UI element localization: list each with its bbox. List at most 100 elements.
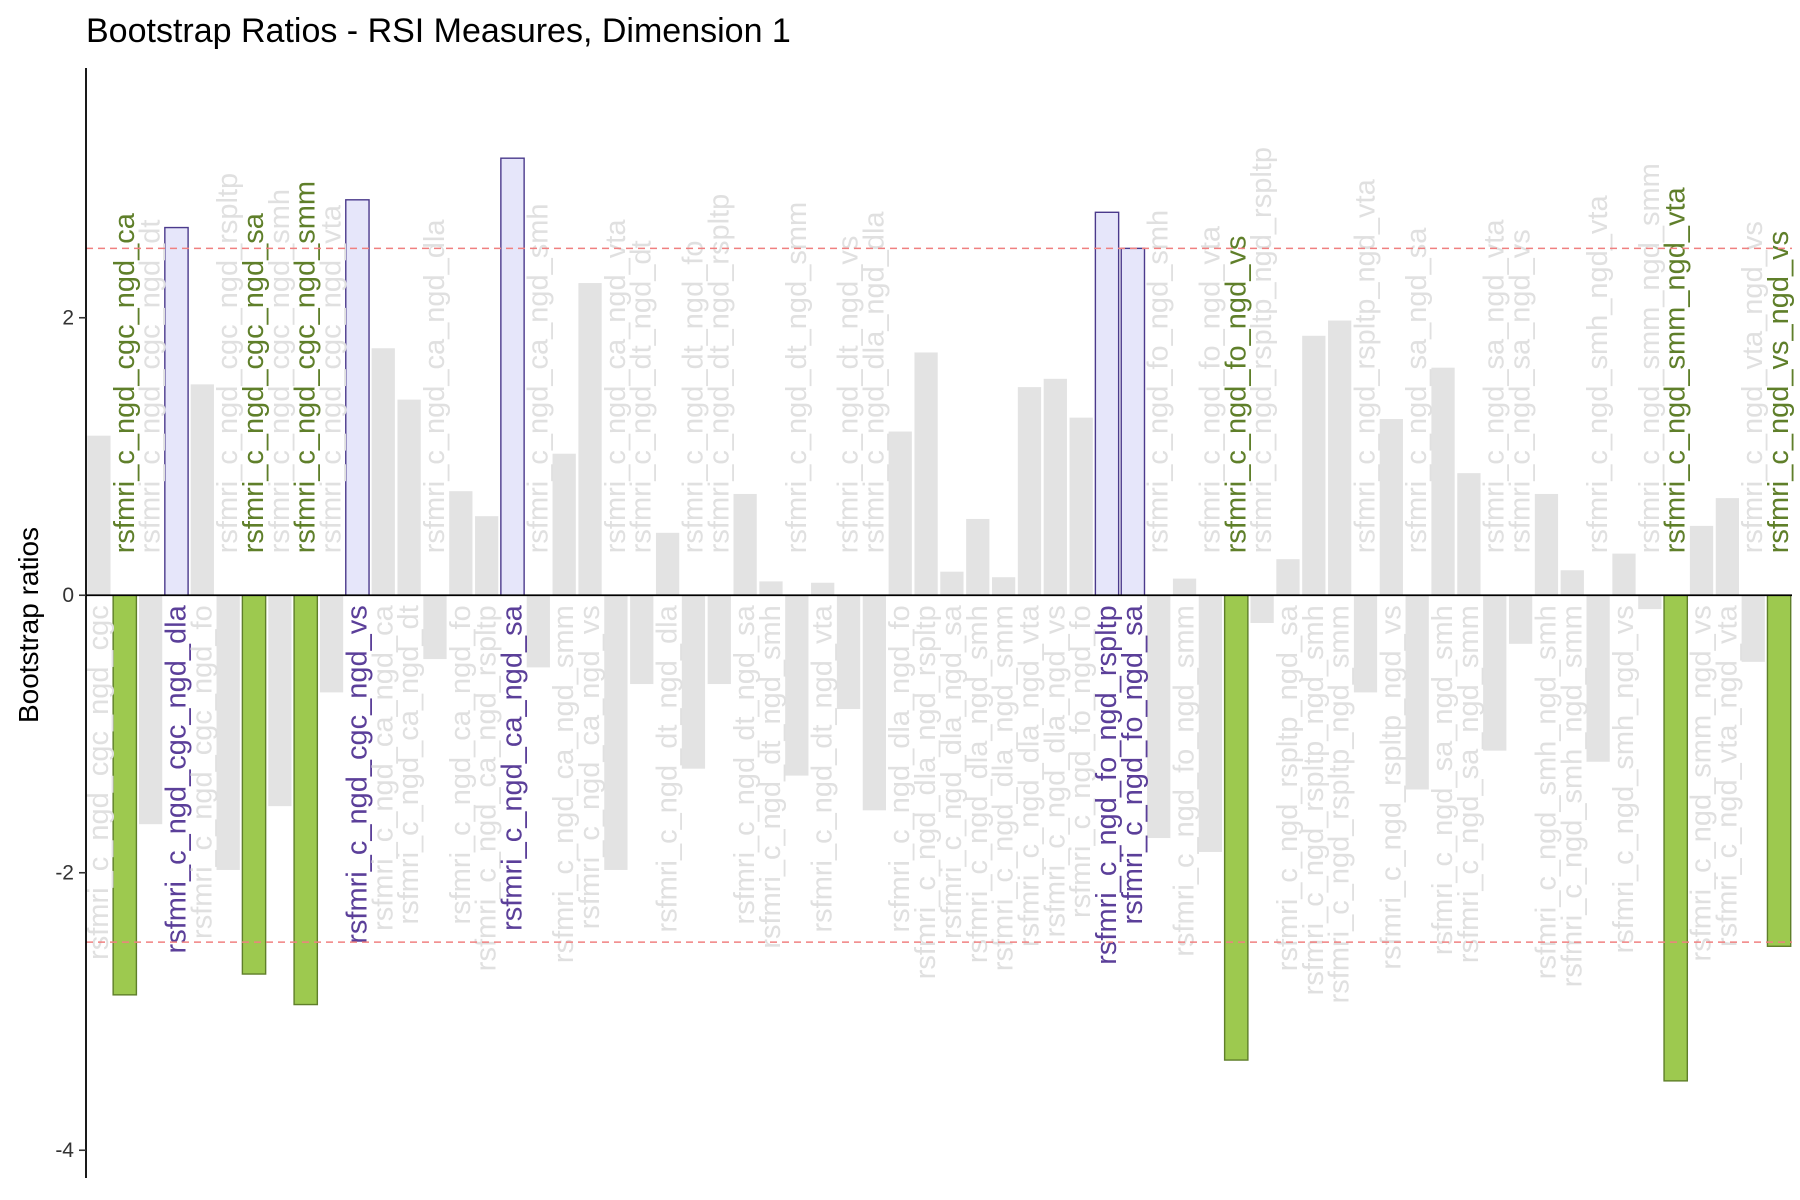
bar-label-rsfmri_c_ngd_dla_ngd_vta: rsfmri_c_ngd_dla_ngd_vta	[1013, 604, 1045, 947]
bar-rsfmri_c_ngd_dt_ngd_rspltp	[707, 595, 731, 685]
bar-rsfmri_c_ngd_cgc_ngd_smh	[268, 595, 292, 807]
y-axis-label: Bootstrap ratios	[13, 527, 44, 723]
bar-rsfmri_c_ngd_rspltp_ngd_sa	[1276, 559, 1300, 596]
bar-rsfmri_c_ngd_rspltp_ngd_vta	[1353, 595, 1378, 693]
bar-rsfmri_c_ngd_fo_ngd_smh	[1147, 595, 1171, 839]
bar-label-rsfmri_c_ngd_dt_ngd_vs: rsfmri_c_ngd_dt_ngd_vs	[833, 236, 865, 554]
bar-label-rsfmri_c_ngd_cgc_ngd_rspltp: rsfmri_c_ngd_cgc_ngd_rspltp	[212, 173, 244, 553]
bar-label-rsfmri_c_ngd_fo_ngd_sa: rsfmri_c_ngd_fo_ngd_sa	[1117, 604, 1149, 924]
bar-rsfmri_c_ngd_dla_ngd_smm	[991, 577, 1016, 596]
bar-label-rsfmri_c_ngd_ca_ngd_rspltp: rsfmri_c_ngd_ca_ngd_rspltp	[471, 605, 503, 971]
bar-label-rsfmri_c_ngd_sa_ngd_vta: rsfmri_c_ngd_sa_ngd_vta	[1479, 219, 1511, 554]
bar-rsfmri_c_ngd_dt_ngd_dt	[630, 595, 654, 685]
bar-label-rsfmri_c_ngd_cgc_ngd_ca: rsfmri_c_ngd_cgc_ngd_ca	[109, 212, 141, 553]
bar-label-rsfmri_c_ngd_ca_ngd_fo: rsfmri_c_ngd_ca_ngd_fo	[445, 605, 477, 924]
bar-label-rsfmri_c_ngd_rspltp_ngd_smh: rsfmri_c_ngd_rspltp_ngd_smh	[1298, 605, 1330, 995]
bar-rsfmri_c_ngd_ca_ngd_dla	[423, 595, 447, 660]
bar-rsfmri_c_ngd_smm_ngd_vs	[1689, 525, 1714, 596]
bar-label-rsfmri_c_ngd_dla_ngd_smm: rsfmri_c_ngd_dla_ngd_smm	[988, 605, 1020, 971]
bar-rsfmri_c_ngd_cgc_ngd_vs	[345, 199, 370, 596]
bar-label-rsfmri_c_ngd_dt_ngd_vta: rsfmri_c_ngd_dt_ngd_vta	[807, 604, 839, 932]
bar-label-rsfmri_c_ngd_fo_ngd_smh: rsfmri_c_ngd_fo_ngd_smh	[1143, 210, 1175, 553]
bar-label-rsfmri_c_ngd_cgc_ngd_smh: rsfmri_c_ngd_cgc_ngd_smh	[264, 189, 296, 553]
bar-label-rsfmri_c_ngd_rspltp_ngd_sa: rsfmri_c_ngd_rspltp_ngd_sa	[1272, 604, 1304, 971]
bar-label-rsfmri_c_ngd_sa_ngd_vs: rsfmri_c_ngd_sa_ngd_vs	[1505, 229, 1537, 553]
bar-rsfmri_c_ngd_ca_ngd_smh	[526, 595, 550, 668]
bar-rsfmri_c_ngd_fo_ngd_sa	[1120, 247, 1146, 596]
bar-rsfmri_c_ngd_cgc_ngd_cgc	[87, 435, 111, 596]
bar-label-rsfmri_c_ngd_rspltp_ngd_rspltp: rsfmri_c_ngd_rspltp_ngd_rspltp	[1246, 147, 1278, 553]
bar-label-rsfmri_c_ngd_cgc_ngd_vs: rsfmri_c_ngd_cgc_ngd_vs	[341, 605, 373, 944]
y-tick-label: -4	[55, 1139, 74, 1162]
bar-label-rsfmri_c_ngd_ca_ngd_ca: rsfmri_c_ngd_ca_ngd_ca	[367, 604, 399, 931]
bar-rsfmri_c_ngd_ca_ngd_vs	[578, 283, 602, 596]
bar-label-rsfmri_c_ngd_dla_ngd_smh: rsfmri_c_ngd_dla_ngd_smh	[962, 605, 994, 963]
bar-labels-layer: rsfmri_c_ngd_cgc_ngd_cgc rsfmri_c_ngd_cgc…	[83, 147, 1795, 1003]
y-tick-label: 2	[62, 306, 74, 329]
bar-rsfmri_c_ngd_dt_ngd_vta	[811, 582, 835, 596]
bar-label-rsfmri_c_ngd_cgc_ngd_dt: rsfmri_c_ngd_cgc_ngd_dt	[135, 220, 167, 554]
bar-rsfmri_c_ngd_dla_ngd_sa	[940, 571, 964, 596]
bar-label-rsfmri_c_ngd_cgc_ngd_cgc: rsfmri_c_ngd_cgc_ngd_cgc	[83, 605, 115, 960]
bar-label-rsfmri_c_ngd_fo_ngd_vs: rsfmri_c_ngd_fo_ngd_vs	[1220, 236, 1252, 554]
bar-label-rsfmri_c_ngd_sa_ngd_smm: rsfmri_c_ngd_sa_ngd_smm	[1453, 605, 1485, 963]
bar-label-rsfmri_c_ngd_fo_ngd_rspltp: rsfmri_c_ngd_fo_ngd_rspltp	[1091, 605, 1123, 964]
bar-rsfmri_c_ngd_ca_ngd_ca	[371, 348, 395, 596]
chart-title: Bootstrap Ratios - RSI Measures, Dimensi…	[86, 12, 791, 50]
bar-label-rsfmri_c_ngd_dt_ngd_fo: rsfmri_c_ngd_dt_ngd_fo	[677, 240, 709, 553]
bar-label-rsfmri_c_ngd_sa_ngd_sa: rsfmri_c_ngd_sa_ngd_sa	[1401, 227, 1433, 554]
bar-rsfmri_c_ngd_rspltp_ngd_smh	[1302, 335, 1326, 596]
bar-rsfmri_c_ngd_dla_ngd_fo	[888, 431, 912, 596]
bar-rsfmri_c_ngd_ca_ngd_sa	[500, 157, 525, 596]
bar-rsfmri_c_ngd_vta_ngd_vta	[1715, 498, 1740, 596]
bar-label-rsfmri_c_ngd_smh_ngd_vta: rsfmri_c_ngd_smh_ngd_vta	[1582, 195, 1614, 554]
bar-rsfmri_c_ngd_smm_ngd_vta	[1663, 594, 1689, 1082]
bar-rsfmri_c_ngd_rspltp_ngd_vs	[1379, 419, 1403, 596]
bar-rsfmri_c_ngd_sa_ngd_smm	[1457, 473, 1481, 596]
bar-rsfmri_c_ngd_dla_ngd_rspltp	[914, 352, 938, 596]
bar-rsfmri_c_ngd_smh_ngd_smh	[1534, 493, 1559, 596]
bar-rsfmri_c_ngd_smh_ngd_vta	[1586, 595, 1610, 762]
bar-label-rsfmri_c_ngd_dt_ngd_smh: rsfmri_c_ngd_dt_ngd_smh	[755, 605, 787, 948]
bar-label-rsfmri_c_ngd_cgc_ngd_smm: rsfmri_c_ngd_cgc_ngd_smm	[290, 181, 322, 553]
bar-rsfmri_c_ngd_dt_ngd_fo	[681, 595, 706, 769]
bar-label-rsfmri_c_ngd_dla_ngd_sa: rsfmri_c_ngd_dla_ngd_sa	[936, 604, 968, 939]
bar-label-rsfmri_c_ngd_ca_ngd_vta: rsfmri_c_ngd_ca_ngd_vta	[600, 219, 632, 554]
bar-rsfmri_c_ngd_sa_ngd_vta	[1483, 595, 1507, 751]
bar-label-rsfmri_c_ngd_fo_ngd_fo: rsfmri_c_ngd_fo_ngd_fo	[1065, 605, 1097, 918]
bar-label-rsfmri_c_ngd_dla_ngd_rspltp: rsfmri_c_ngd_dla_ngd_rspltp	[910, 605, 942, 979]
axes-layer: -4 -2 0 2	[55, 68, 1792, 1178]
bar-rsfmri_c_ngd_smm_ngd_smm	[1638, 595, 1662, 610]
bar-label-rsfmri_c_ngd_smm_ngd_vta: rsfmri_c_ngd_smm_ngd_vta	[1660, 186, 1692, 553]
bar-label-rsfmri_c_ngd_smm_ngd_vs: rsfmri_c_ngd_smm_ngd_vs	[1686, 605, 1718, 961]
bar-label-rsfmri_c_ngd_cgc_ngd_fo: rsfmri_c_ngd_cgc_ngd_fo	[186, 605, 218, 939]
bar-label-rsfmri_c_ngd_dla_ngd_vs: rsfmri_c_ngd_dla_ngd_vs	[1039, 605, 1071, 937]
bar-label-rsfmri_c_ngd_smh_ngd_smh: rsfmri_c_ngd_smh_ngd_smh	[1530, 605, 1562, 979]
bar-rsfmri_c_ngd_dla_ngd_vs	[1043, 378, 1067, 596]
bar-label-rsfmri_c_ngd_dla_ngd_dla: rsfmri_c_ngd_dla_ngd_dla	[858, 211, 890, 554]
bar-label-rsfmri_c_ngd_vta_ngd_vs: rsfmri_c_ngd_vta_ngd_vs	[1737, 221, 1769, 553]
bar-rsfmri_c_ngd_ca_ngd_rspltp	[475, 516, 499, 596]
y-tick-label: -2	[55, 861, 74, 884]
bar-label-rsfmri_c_ngd_ca_ngd_sa: rsfmri_c_ngd_ca_ngd_sa	[497, 604, 529, 931]
bar-rsfmri_c_ngd_cgc_ngd_vta	[319, 595, 344, 693]
bar-label-rsfmri_c_ngd_cgc_ngd_sa: rsfmri_c_ngd_cgc_ngd_sa	[238, 212, 270, 553]
bar-rsfmri_c_ngd_cgc_ngd_sa	[241, 594, 267, 975]
bar-label-rsfmri_c_ngd_smh_ngd_smm: rsfmri_c_ngd_smh_ngd_smm	[1556, 605, 1588, 987]
bar-label-rsfmri_c_ngd_sa_ngd_smh: rsfmri_c_ngd_sa_ngd_smh	[1427, 605, 1459, 955]
bar-rsfmri_c_ngd_sa_ngd_vs	[1508, 595, 1533, 644]
bar-rsfmri_c_ngd_ca_ngd_dt	[397, 399, 421, 596]
bar-rsfmri_c_ngd_vta_ngd_vs	[1741, 595, 1765, 662]
bar-label-rsfmri_c_ngd_smm_ngd_smm: rsfmri_c_ngd_smm_ngd_smm	[1634, 163, 1666, 553]
bar-rsfmri_c_ngd_rspltp_ngd_rspltp	[1250, 595, 1274, 623]
bar-rsfmri_c_ngd_ca_ngd_fo	[449, 491, 473, 596]
bar-rsfmri_c_ngd_sa_ngd_sa	[1405, 595, 1429, 790]
bar-label-rsfmri_c_ngd_dt_ngd_sa: rsfmri_c_ngd_dt_ngd_sa	[729, 604, 761, 924]
bar-rsfmri_c_ngd_cgc_ngd_smm	[293, 594, 319, 1006]
bar-rsfmri_c_ngd_cgc_ngd_rspltp	[216, 595, 240, 870]
bar-rsfmri_c_ngd_smh_ngd_vs	[1612, 553, 1636, 596]
bar-label-rsfmri_c_ngd_ca_ngd_vs: rsfmri_c_ngd_ca_ngd_vs	[574, 605, 606, 929]
y-tick-label: 0	[62, 584, 74, 607]
bar-label-rsfmri_c_ngd_fo_ngd_smm: rsfmri_c_ngd_fo_ngd_smm	[1169, 605, 1201, 956]
